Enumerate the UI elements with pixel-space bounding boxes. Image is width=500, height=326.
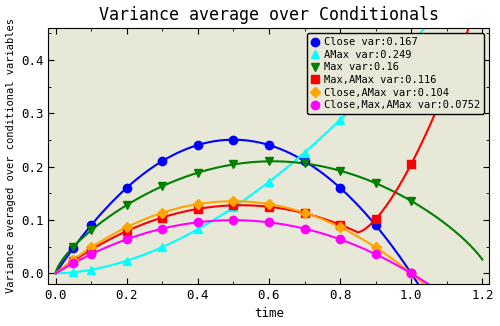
Max,AMax var:0.116 — [230, 203, 236, 207]
Close var:0.167 — [88, 223, 94, 227]
Max var:0.16 — [266, 159, 272, 163]
Close,AMax var:0.104 — [337, 225, 343, 229]
Close,Max,AMax var:0.0752 — [124, 237, 130, 241]
Close,AMax var:0.104 — [88, 245, 94, 249]
Max var:0.16 — [372, 181, 378, 185]
Close,AMax var:0.104 — [70, 258, 76, 261]
Title: Variance average over Conditionals: Variance average over Conditionals — [99, 6, 439, 23]
Close,Max,AMax var:0.0752 — [408, 272, 414, 275]
Max var:0.16 — [160, 184, 166, 188]
Close var:0.167 — [70, 246, 76, 250]
Close,AMax var:0.104 — [124, 225, 130, 229]
Max,AMax var:0.116 — [337, 223, 343, 227]
AMax var:0.249 — [337, 118, 343, 122]
AMax var:0.249 — [124, 259, 130, 263]
Close var:0.167 — [408, 272, 414, 275]
AMax var:0.249 — [88, 268, 94, 272]
Max var:0.16 — [70, 245, 76, 249]
Close,Max,AMax var:0.0752 — [70, 261, 76, 265]
Close,AMax var:0.104 — [160, 211, 166, 215]
Close,AMax var:0.104 — [408, 272, 414, 275]
Close,Max,AMax var:0.0752 — [195, 220, 201, 224]
Close var:0.167 — [160, 159, 166, 163]
Close,AMax var:0.104 — [372, 245, 378, 249]
Line: Close var:0.167: Close var:0.167 — [69, 136, 416, 277]
AMax var:0.249 — [408, 42, 414, 46]
Close,Max,AMax var:0.0752 — [230, 218, 236, 222]
AMax var:0.249 — [372, 82, 378, 85]
Close,AMax var:0.104 — [195, 202, 201, 206]
Max,AMax var:0.116 — [195, 207, 201, 211]
Max,AMax var:0.116 — [124, 229, 130, 233]
Max var:0.16 — [408, 199, 414, 203]
Close,Max,AMax var:0.0752 — [88, 252, 94, 256]
Y-axis label: Variance averaged over conditional variables: Variance averaged over conditional varia… — [6, 19, 16, 293]
AMax var:0.249 — [70, 270, 76, 274]
Close var:0.167 — [337, 186, 343, 190]
Line: Close,Max,AMax var:0.0752: Close,Max,AMax var:0.0752 — [69, 216, 416, 277]
Line: Max var:0.16: Max var:0.16 — [69, 157, 416, 251]
Close var:0.167 — [266, 143, 272, 147]
Max,AMax var:0.116 — [88, 248, 94, 252]
Line: Close,AMax var:0.104: Close,AMax var:0.104 — [70, 198, 414, 277]
AMax var:0.249 — [302, 151, 308, 155]
Close,Max,AMax var:0.0752 — [160, 227, 166, 231]
Close,Max,AMax var:0.0752 — [302, 227, 308, 231]
Max,AMax var:0.116 — [70, 259, 76, 263]
Close,AMax var:0.104 — [230, 199, 236, 203]
AMax var:0.249 — [230, 205, 236, 209]
Close,AMax var:0.104 — [266, 202, 272, 206]
Max,AMax var:0.116 — [160, 215, 166, 219]
Close,Max,AMax var:0.0752 — [337, 237, 343, 241]
AMax var:0.249 — [266, 180, 272, 184]
Max var:0.16 — [337, 169, 343, 173]
Close var:0.167 — [230, 138, 236, 141]
Close var:0.167 — [124, 186, 130, 190]
Close var:0.167 — [302, 159, 308, 163]
Close,Max,AMax var:0.0752 — [372, 252, 378, 256]
Max var:0.16 — [124, 203, 130, 207]
Close,AMax var:0.104 — [302, 211, 308, 215]
Max var:0.16 — [230, 162, 236, 166]
Max,AMax var:0.116 — [408, 162, 414, 166]
Close var:0.167 — [195, 143, 201, 147]
Line: AMax var:0.249: AMax var:0.249 — [69, 40, 416, 276]
Max var:0.16 — [302, 161, 308, 165]
Legend: Close var:0.167, AMax var:0.249, Max var:0.16, Max,AMax var:0.116, Close,AMax va: Close var:0.167, AMax var:0.249, Max var… — [307, 33, 484, 114]
Max var:0.16 — [195, 171, 201, 175]
Max,AMax var:0.116 — [372, 217, 378, 221]
AMax var:0.249 — [160, 245, 166, 249]
Line: Max,AMax var:0.116: Max,AMax var:0.116 — [69, 160, 416, 265]
Max,AMax var:0.116 — [266, 205, 272, 209]
AMax var:0.249 — [195, 227, 201, 231]
Max var:0.16 — [88, 229, 94, 232]
Max,AMax var:0.116 — [302, 211, 308, 215]
Close,Max,AMax var:0.0752 — [266, 220, 272, 224]
Close var:0.167 — [372, 223, 378, 227]
X-axis label: time: time — [254, 307, 284, 320]
